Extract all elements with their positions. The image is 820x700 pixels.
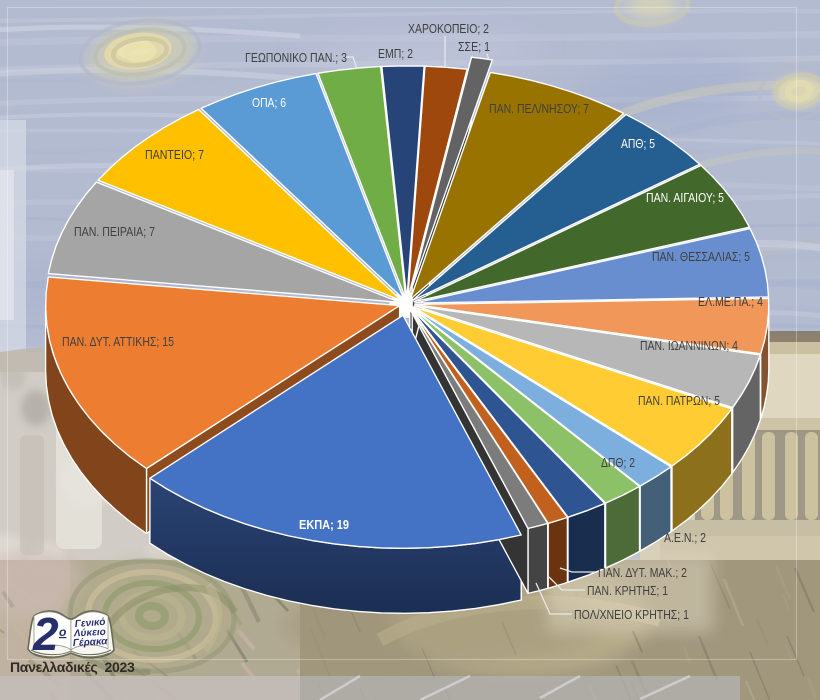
svg-text:2: 2 [32,608,59,660]
svg-text:ο: ο [59,625,66,639]
svg-text:ΕΚΠΑ; 19: ΕΚΠΑ; 19 [299,518,349,532]
svg-text:Λύκειο: Λύκειο [73,627,106,640]
svg-text:ΕΜΠ; 2: ΕΜΠ; 2 [378,47,413,61]
svg-text:ΣΣΕ; 1: ΣΣΕ; 1 [458,40,490,54]
svg-text:ΠΑΝ. ΚΡΗΤΗΣ; 1: ΠΑΝ. ΚΡΗΤΗΣ; 1 [587,584,668,598]
svg-text:ΠΑΝ. ΔΥΤ. ΜΑΚ.; 2: ΠΑΝ. ΔΥΤ. ΜΑΚ.; 2 [598,566,687,580]
svg-text:Γενικό: Γενικό [74,617,105,630]
svg-text:ΠΑΝ. ΠΑΤΡΩΝ; 5: ΠΑΝ. ΠΑΤΡΩΝ; 5 [638,394,720,408]
svg-text:ΠΑΝ. ΠΕΙΡΑΙΑ; 7: ΠΑΝ. ΠΕΙΡΑΙΑ; 7 [74,225,155,239]
svg-text:ΠΟΛ/ΧΝΕΙΟ ΚΡΗΤΗΣ; 1: ΠΟΛ/ΧΝΕΙΟ ΚΡΗΤΗΣ; 1 [574,608,689,622]
svg-text:ΠΑΝ. ΙΩΑΝΝΙΝΩΝ; 4: ΠΑΝ. ΙΩΑΝΝΙΝΩΝ; 4 [640,339,738,353]
svg-text:ΕΛ.ΜΕ.ΠΑ.; 4: ΕΛ.ΜΕ.ΠΑ.; 4 [698,295,763,309]
svg-text:ΠΑΝ. ΑΙΓΑΙΟΥ; 5: ΠΑΝ. ΑΙΓΑΙΟΥ; 5 [646,191,724,205]
svg-text:ΓΕΩΠΟΝΙΚΟ ΠΑΝ.; 3: ΓΕΩΠΟΝΙΚΟ ΠΑΝ.; 3 [245,51,347,65]
svg-text:ΑΠΘ; 5: ΑΠΘ; 5 [621,137,655,151]
svg-text:Α.Ε.Ν.; 2: Α.Ε.Ν.; 2 [664,531,706,545]
svg-text:ΧΑΡΟΚΟΠΕΙΟ; 2: ΧΑΡΟΚΟΠΕΙΟ; 2 [408,22,489,36]
svg-text:ΠΑΝ. ΔΥΤ. ΑΤΤΙΚΗΣ; 15: ΠΑΝ. ΔΥΤ. ΑΤΤΙΚΗΣ; 15 [62,335,174,349]
svg-text:Πανελλαδικές 2023: Πανελλαδικές 2023 [10,659,135,675]
svg-text:Γέρακα: Γέρακα [73,636,109,649]
svg-text:ΠΑΝΤΕΙΟ; 7: ΠΑΝΤΕΙΟ; 7 [145,148,204,162]
svg-text:ΠΑΝ. ΠΕΛ/ΝΗΣΟΥ; 7: ΠΑΝ. ΠΕΛ/ΝΗΣΟΥ; 7 [489,102,589,116]
svg-text:ΔΠΘ; 2: ΔΠΘ; 2 [601,456,635,470]
svg-text:ΟΠΑ; 6: ΟΠΑ; 6 [252,96,286,110]
svg-text:ΠΑΝ. ΘΕΣΣΑΛΙΑΣ; 5: ΠΑΝ. ΘΕΣΣΑΛΙΑΣ; 5 [652,250,750,264]
